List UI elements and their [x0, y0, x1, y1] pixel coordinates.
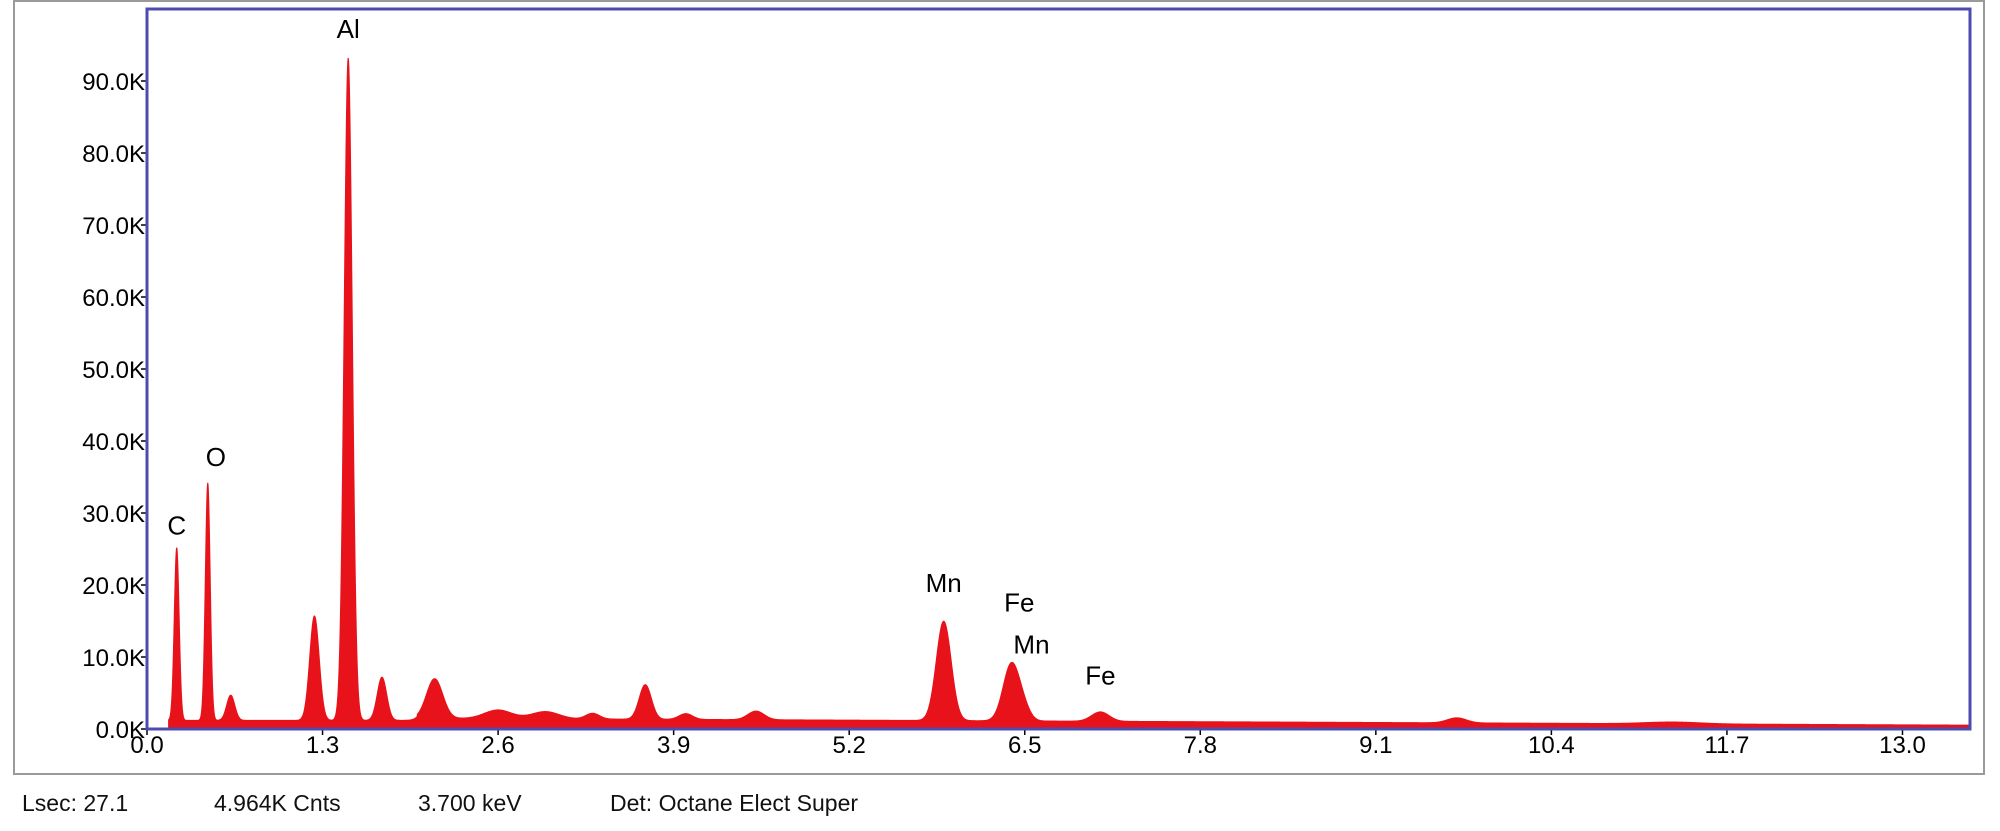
x-tick-label: 0.0 — [130, 732, 163, 759]
y-tick-label: 80.0K — [82, 141, 145, 168]
x-tick-label: 13.0 — [1879, 732, 1926, 759]
peak-label-mn: Mn — [1013, 629, 1049, 659]
x-tick-label: 10.4 — [1528, 732, 1575, 759]
x-tick-label: 5.2 — [833, 732, 866, 759]
y-axis: 0.0K 10.0K 20.0K 30.0K 40.0K 50.0K 60.0K 70.0K 8… — [82, 69, 147, 744]
peak-label-fe: Fe — [1085, 660, 1115, 690]
counts-readout: 4.964K Cnts — [214, 790, 341, 816]
y-tick-label: 50.0K — [82, 357, 145, 384]
y-tick-label: 20.0K — [82, 573, 145, 600]
live-seconds: Lsec: 27.1 — [22, 790, 129, 816]
x-tick-label: 3.9 — [657, 732, 690, 759]
detector-name: Det: Octane Elect Super — [610, 790, 859, 816]
y-tick-label: 60.0K — [82, 285, 145, 312]
spectrum-area — [168, 57, 1971, 730]
chart-outer-border — [13, 0, 1985, 775]
x-tick-label: 7.8 — [1184, 732, 1217, 759]
y-tick-label: 40.0K — [82, 429, 145, 456]
y-tick-label: 70.0K — [82, 213, 145, 240]
y-tick-label: 30.0K — [82, 501, 145, 528]
x-tick-label: 6.5 — [1008, 732, 1041, 759]
peak-label-o: O — [206, 442, 226, 472]
y-tick-label: 90.0K — [82, 69, 145, 96]
peak-label-al: Al — [337, 14, 360, 44]
x-tick-label: 9.1 — [1359, 732, 1392, 759]
x-tick-label: 11.7 — [1704, 732, 1749, 759]
x-tick-label: 1.3 — [306, 732, 339, 759]
eds-spectrum-chart: 0.0K 10.0K 20.0K 30.0K 40.0K 50.0K 60.0K 70.0K 8… — [13, 0, 1985, 775]
spectrum-plot: 0.0K 10.0K 20.0K 30.0K 40.0K 50.0K 60.0K 70.0K 8… — [13, 0, 1985, 775]
peak-label-c: C — [167, 511, 186, 541]
peak-label-mn: Mn — [926, 568, 962, 598]
status-bar: Lsec: 27.1 4.964K Cnts 3.700 keV Det: Oc… — [0, 790, 2000, 826]
y-tick-label: 10.0K — [82, 645, 145, 672]
x-tick-label: 2.6 — [481, 732, 514, 759]
energy-readout: 3.700 keV — [418, 790, 522, 816]
peak-labels: C O Al Mn Fe Mn Fe — [167, 14, 1115, 691]
plot-frame — [145, 7, 1972, 731]
peak-label-fe: Fe — [1004, 588, 1034, 618]
y-tick-label: 0.0K — [96, 717, 145, 744]
x-axis: 0.0 1.3 2.6 3.9 5.2 6.5 7.8 9.1 10.4 11.7 13.0 — [130, 729, 1926, 759]
